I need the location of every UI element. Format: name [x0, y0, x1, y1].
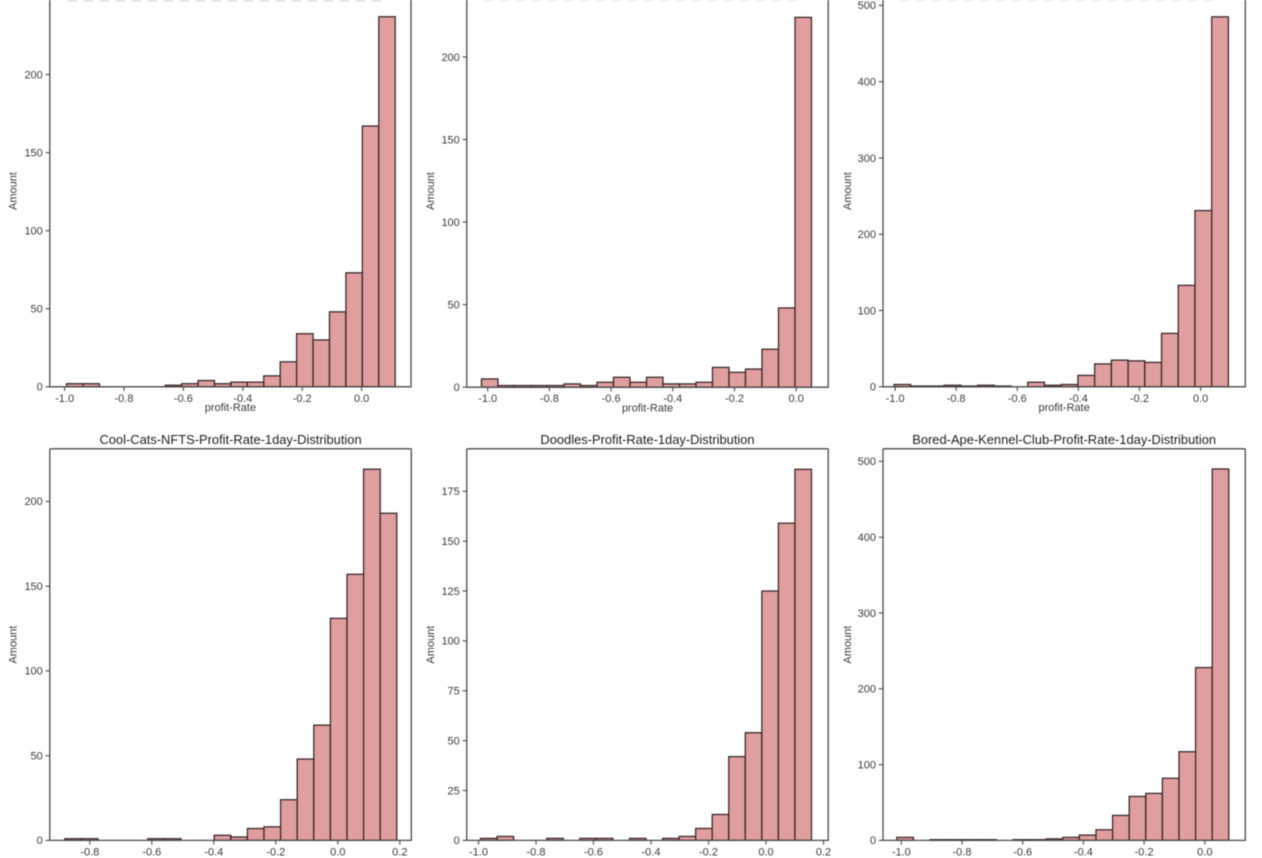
svg-text:-0.2: -0.2	[266, 846, 285, 858]
svg-text:-0.6: -0.6	[174, 393, 193, 405]
svg-text:-0.8: -0.8	[115, 393, 134, 405]
svg-text:-0.2: -0.2	[1130, 393, 1149, 405]
svg-text:125: 125	[441, 586, 459, 598]
svg-text:75: 75	[448, 686, 460, 698]
svg-text:500: 500	[858, 0, 876, 12]
svg-text:300: 300	[858, 608, 876, 620]
svg-text:Doodles-Profit-Rate-1day-Distr: Doodles-Profit-Rate-1day-Distribution	[540, 432, 754, 447]
svg-text:profit-Rate: profit-Rate	[1038, 402, 1089, 414]
svg-text:0.0: 0.0	[758, 846, 773, 858]
svg-text:100: 100	[441, 636, 459, 648]
svg-text:-1.0: -1.0	[892, 846, 911, 858]
svg-text:-0.8: -0.8	[953, 846, 972, 858]
svg-text:100: 100	[441, 217, 459, 229]
svg-text:-1.0: -1.0	[55, 393, 74, 405]
svg-text:-0.8: -0.8	[947, 393, 966, 405]
svg-text:-0.2: -0.2	[1135, 846, 1154, 858]
svg-text:-0.6: -0.6	[142, 846, 161, 858]
svg-text:25: 25	[448, 785, 460, 797]
svg-text:-1.0: -1.0	[886, 393, 905, 405]
svg-text:-0.4: -0.4	[1069, 393, 1088, 405]
svg-text:-0.8: -0.8	[80, 846, 99, 858]
svg-text:-0.6: -0.6	[1013, 846, 1032, 858]
svg-text:50: 50	[31, 304, 43, 316]
svg-text:-0.2: -0.2	[725, 393, 744, 405]
svg-text:-0.2: -0.2	[699, 846, 718, 858]
svg-text:-0.6: -0.6	[602, 393, 621, 405]
svg-text:200: 200	[441, 52, 459, 64]
svg-text:-0.4: -0.4	[663, 393, 682, 405]
svg-text:0.2: 0.2	[392, 846, 407, 858]
svg-text:-0.4: -0.4	[1074, 846, 1093, 858]
svg-text:50: 50	[448, 300, 460, 312]
svg-text:0: 0	[37, 382, 43, 394]
svg-text:-0.6: -0.6	[1008, 393, 1027, 405]
svg-text:150: 150	[24, 147, 42, 159]
svg-text:500: 500	[858, 456, 876, 468]
svg-text:200: 200	[24, 496, 42, 508]
svg-text:150: 150	[24, 581, 42, 593]
svg-text:0: 0	[37, 835, 43, 847]
svg-text:0: 0	[454, 382, 460, 394]
svg-text:-1.0: -1.0	[469, 846, 488, 858]
svg-text:Cool-Cats-NFTS-Profit-Rate-1da: Cool-Cats-NFTS-Profit-Rate-1day-Distribu…	[99, 432, 361, 447]
svg-text:Amount: Amount	[7, 172, 19, 210]
svg-text:Amount: Amount	[425, 626, 437, 664]
svg-text:100: 100	[858, 305, 876, 317]
svg-text:Amount: Amount	[7, 626, 19, 664]
svg-text:-0.2: -0.2	[293, 393, 312, 405]
svg-text:400: 400	[858, 532, 876, 544]
svg-text:-0.8: -0.8	[540, 393, 559, 405]
svg-text:0.0: 0.0	[1197, 846, 1212, 858]
svg-text:0.2: 0.2	[816, 846, 831, 858]
svg-text:-0.6: -0.6	[584, 846, 603, 858]
svg-text:Amount: Amount	[842, 172, 854, 210]
svg-text:-1.0: -1.0	[478, 393, 497, 405]
svg-text:100: 100	[24, 666, 42, 678]
svg-text:profit-Rate: profit-Rate	[205, 402, 256, 414]
svg-text:profit-Rate: profit-Rate	[622, 403, 673, 415]
svg-text:150: 150	[441, 134, 459, 146]
svg-text:Amount: Amount	[842, 626, 854, 664]
svg-text:300: 300	[858, 153, 876, 165]
svg-text:200: 200	[858, 684, 876, 696]
svg-text:200: 200	[858, 229, 876, 241]
svg-text:0.0: 0.0	[330, 846, 345, 858]
svg-text:50: 50	[31, 751, 43, 763]
svg-text:Amount: Amount	[425, 172, 437, 210]
svg-text:0.0: 0.0	[354, 393, 369, 405]
svg-text:-0.4: -0.4	[642, 846, 661, 858]
svg-text:0.0: 0.0	[789, 393, 804, 405]
svg-text:50: 50	[448, 735, 460, 747]
svg-text:400: 400	[858, 77, 876, 89]
svg-text:200: 200	[24, 69, 42, 81]
svg-text:0.0: 0.0	[1193, 393, 1208, 405]
svg-text:Bored-Ape-Kennel-Club-Profit-R: Bored-Ape-Kennel-Club-Profit-Rate-1day-D…	[912, 432, 1216, 447]
svg-text:0: 0	[870, 382, 876, 394]
svg-text:0: 0	[454, 835, 460, 847]
svg-text:100: 100	[24, 226, 42, 238]
svg-text:-0.4: -0.4	[233, 393, 252, 405]
svg-text:175: 175	[441, 486, 459, 498]
svg-text:100: 100	[858, 759, 876, 771]
svg-text:150: 150	[441, 536, 459, 548]
svg-text:-0.4: -0.4	[204, 846, 223, 858]
svg-text:0: 0	[870, 835, 876, 847]
svg-text:-0.8: -0.8	[527, 846, 546, 858]
